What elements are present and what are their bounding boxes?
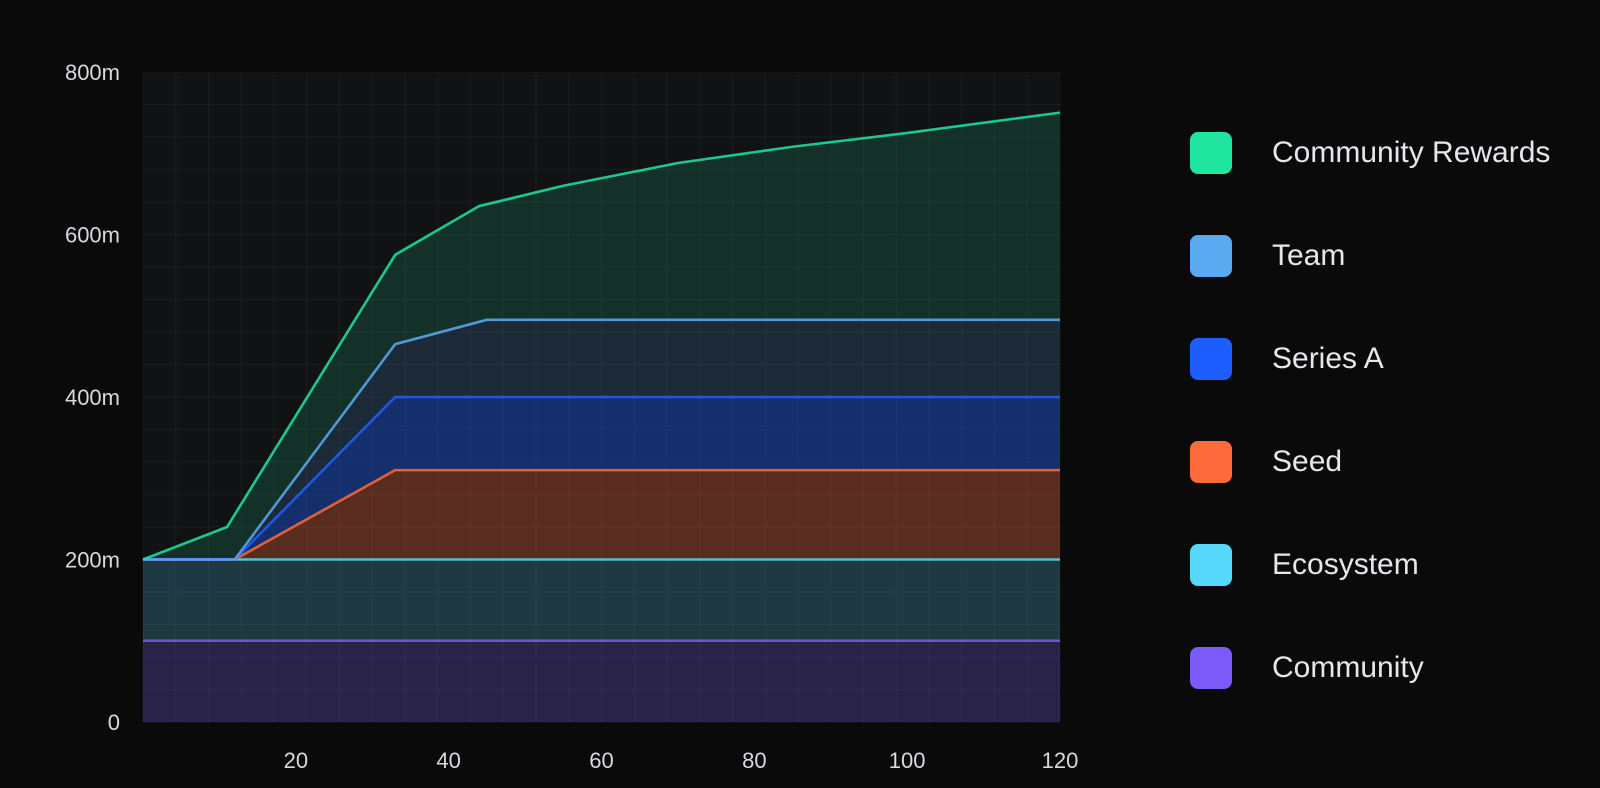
legend-swatch-ecosystem [1190,544,1232,586]
legend-label: Team [1272,239,1346,272]
y-tick-label: 800m [65,60,120,85]
x-tick-label: 20 [284,748,308,773]
x-tick-label: 40 [436,748,460,773]
legend-label: Ecosystem [1272,548,1419,581]
x-axis-ticks: 20 40 60 80 100 120 [284,748,1079,773]
legend-item-team[interactable]: Team [1190,235,1590,277]
area-seed [143,470,1060,560]
legend-swatch-community-rewards [1190,132,1232,174]
legend-label: Community [1272,651,1424,684]
legend-label: Seed [1272,445,1343,478]
y-tick-label: 0 [108,710,120,735]
legend-swatch-seed [1190,441,1232,483]
legend-item-community[interactable]: Community [1190,647,1590,689]
legend-label: Series A [1272,342,1384,375]
legend-swatch-series-a [1190,338,1232,380]
series-lines [142,111,1061,643]
line-community-rewards [142,111,1061,561]
y-tick-label: 200m [65,548,120,573]
area-community [143,640,1060,722]
legend-label: Community Rewards [1272,136,1551,169]
series-areas [143,112,1060,722]
area-series-a [143,397,1060,560]
legend-swatch-team [1190,235,1232,277]
line-team [143,318,1060,561]
legend-item-ecosystem[interactable]: Ecosystem [1190,544,1590,586]
legend: Community Rewards Team Series A Seed Eco… [1190,132,1590,750]
x-tick-label: 100 [889,748,926,773]
y-tick-label: 600m [65,223,120,248]
y-axis-ticks: 0 200m 400m 600m 800m [65,60,120,735]
x-tick-label: 60 [589,748,613,773]
legend-item-seed[interactable]: Seed [1190,441,1590,483]
area-ecosystem [143,559,1060,641]
x-tick-label: 120 [1042,748,1079,773]
legend-item-community-rewards[interactable]: Community Rewards [1190,132,1590,174]
legend-item-series-a[interactable]: Series A [1190,338,1590,380]
legend-swatch-community [1190,647,1232,689]
x-tick-label: 80 [742,748,766,773]
y-tick-label: 400m [65,385,120,410]
area-team [143,319,1060,560]
area-community-rewards [143,112,1060,560]
